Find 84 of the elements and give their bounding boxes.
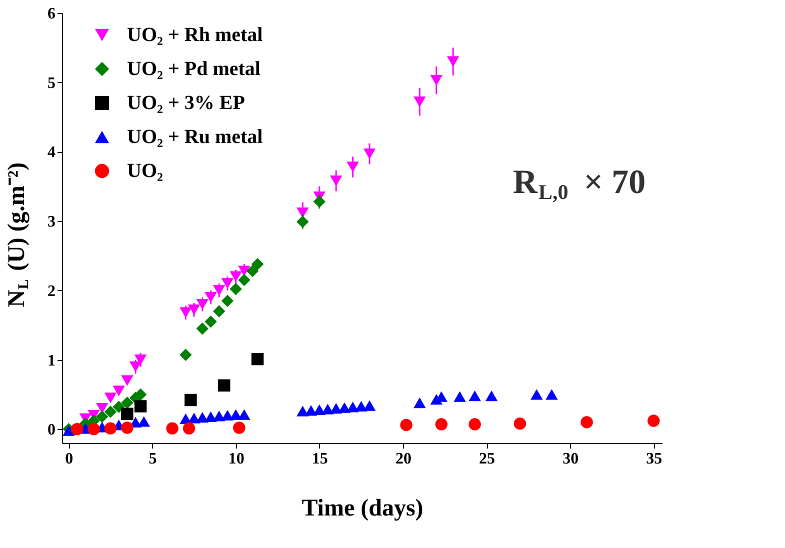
point xyxy=(218,379,230,392)
point xyxy=(112,386,125,396)
point xyxy=(180,307,192,318)
point xyxy=(251,258,264,270)
legend-label: UO₂ + 3% EP xyxy=(127,92,245,114)
point xyxy=(414,397,426,408)
x-tick-label: 10 xyxy=(228,450,244,468)
point xyxy=(430,74,442,86)
y-tick-label: 0 xyxy=(48,422,56,439)
y-tick-label: 3 xyxy=(48,214,56,231)
point xyxy=(485,390,498,402)
point xyxy=(70,423,84,436)
point xyxy=(330,176,342,186)
point xyxy=(221,294,234,307)
y-axis-title: NL (U) (g.m⁻²) xyxy=(4,162,32,308)
point xyxy=(468,390,481,402)
point xyxy=(230,271,242,282)
y-tick-label: 4 xyxy=(48,144,56,162)
point xyxy=(212,305,226,318)
point xyxy=(251,352,264,366)
point xyxy=(212,285,226,296)
x-tick-label: 5 xyxy=(148,450,157,468)
legend-label: UO₂ + Pd metal xyxy=(127,58,261,80)
x-tick-label: 0 xyxy=(65,450,74,468)
point xyxy=(96,410,108,423)
point xyxy=(580,416,593,428)
legend-label: UO₂ xyxy=(127,160,163,182)
x-tick-label: 35 xyxy=(646,450,662,468)
point xyxy=(196,322,209,335)
point xyxy=(121,408,134,420)
point xyxy=(204,316,217,328)
point xyxy=(204,292,217,303)
point xyxy=(104,392,117,404)
x-axis-title: Time (days) xyxy=(302,496,424,522)
point xyxy=(88,423,100,436)
point xyxy=(238,409,250,420)
point xyxy=(112,400,125,414)
x-tick-label: 25 xyxy=(479,450,496,468)
point xyxy=(134,400,147,412)
point xyxy=(355,400,368,412)
point xyxy=(134,354,147,366)
point xyxy=(233,422,246,434)
point xyxy=(346,162,359,172)
point xyxy=(296,216,309,228)
point xyxy=(514,417,526,430)
point xyxy=(296,406,309,416)
point xyxy=(530,389,543,400)
point xyxy=(414,96,426,108)
point xyxy=(121,396,134,409)
point xyxy=(468,418,481,430)
point xyxy=(313,196,326,208)
point xyxy=(182,422,196,435)
point xyxy=(454,391,466,402)
point xyxy=(322,404,334,414)
legend-label: UO₂ + Rh metal xyxy=(127,24,264,46)
point xyxy=(446,56,460,67)
point xyxy=(166,422,178,435)
point xyxy=(204,411,217,422)
point xyxy=(400,418,412,432)
x-tick-label: 15 xyxy=(312,450,328,468)
point xyxy=(363,148,376,160)
legend-label: UO₂ + Ru metal xyxy=(127,126,264,148)
x-tick-label: 30 xyxy=(562,450,579,468)
point xyxy=(230,282,242,296)
point xyxy=(121,422,134,434)
x-tick-label: 20 xyxy=(395,450,412,468)
y-tick-label: 1 xyxy=(48,352,56,370)
y-tick-label: 2 xyxy=(48,282,56,300)
y-tick-label: 5 xyxy=(48,74,56,92)
point xyxy=(104,422,117,435)
point xyxy=(246,264,259,278)
point xyxy=(648,414,660,427)
point xyxy=(121,375,134,386)
point xyxy=(196,298,209,310)
point xyxy=(546,389,558,400)
point xyxy=(238,266,250,276)
point xyxy=(221,278,234,289)
point xyxy=(184,394,197,406)
point xyxy=(180,348,192,362)
point xyxy=(188,304,200,316)
y-tick-label: 6 xyxy=(48,6,56,22)
point xyxy=(104,406,117,418)
point xyxy=(435,418,448,430)
point xyxy=(238,274,250,286)
